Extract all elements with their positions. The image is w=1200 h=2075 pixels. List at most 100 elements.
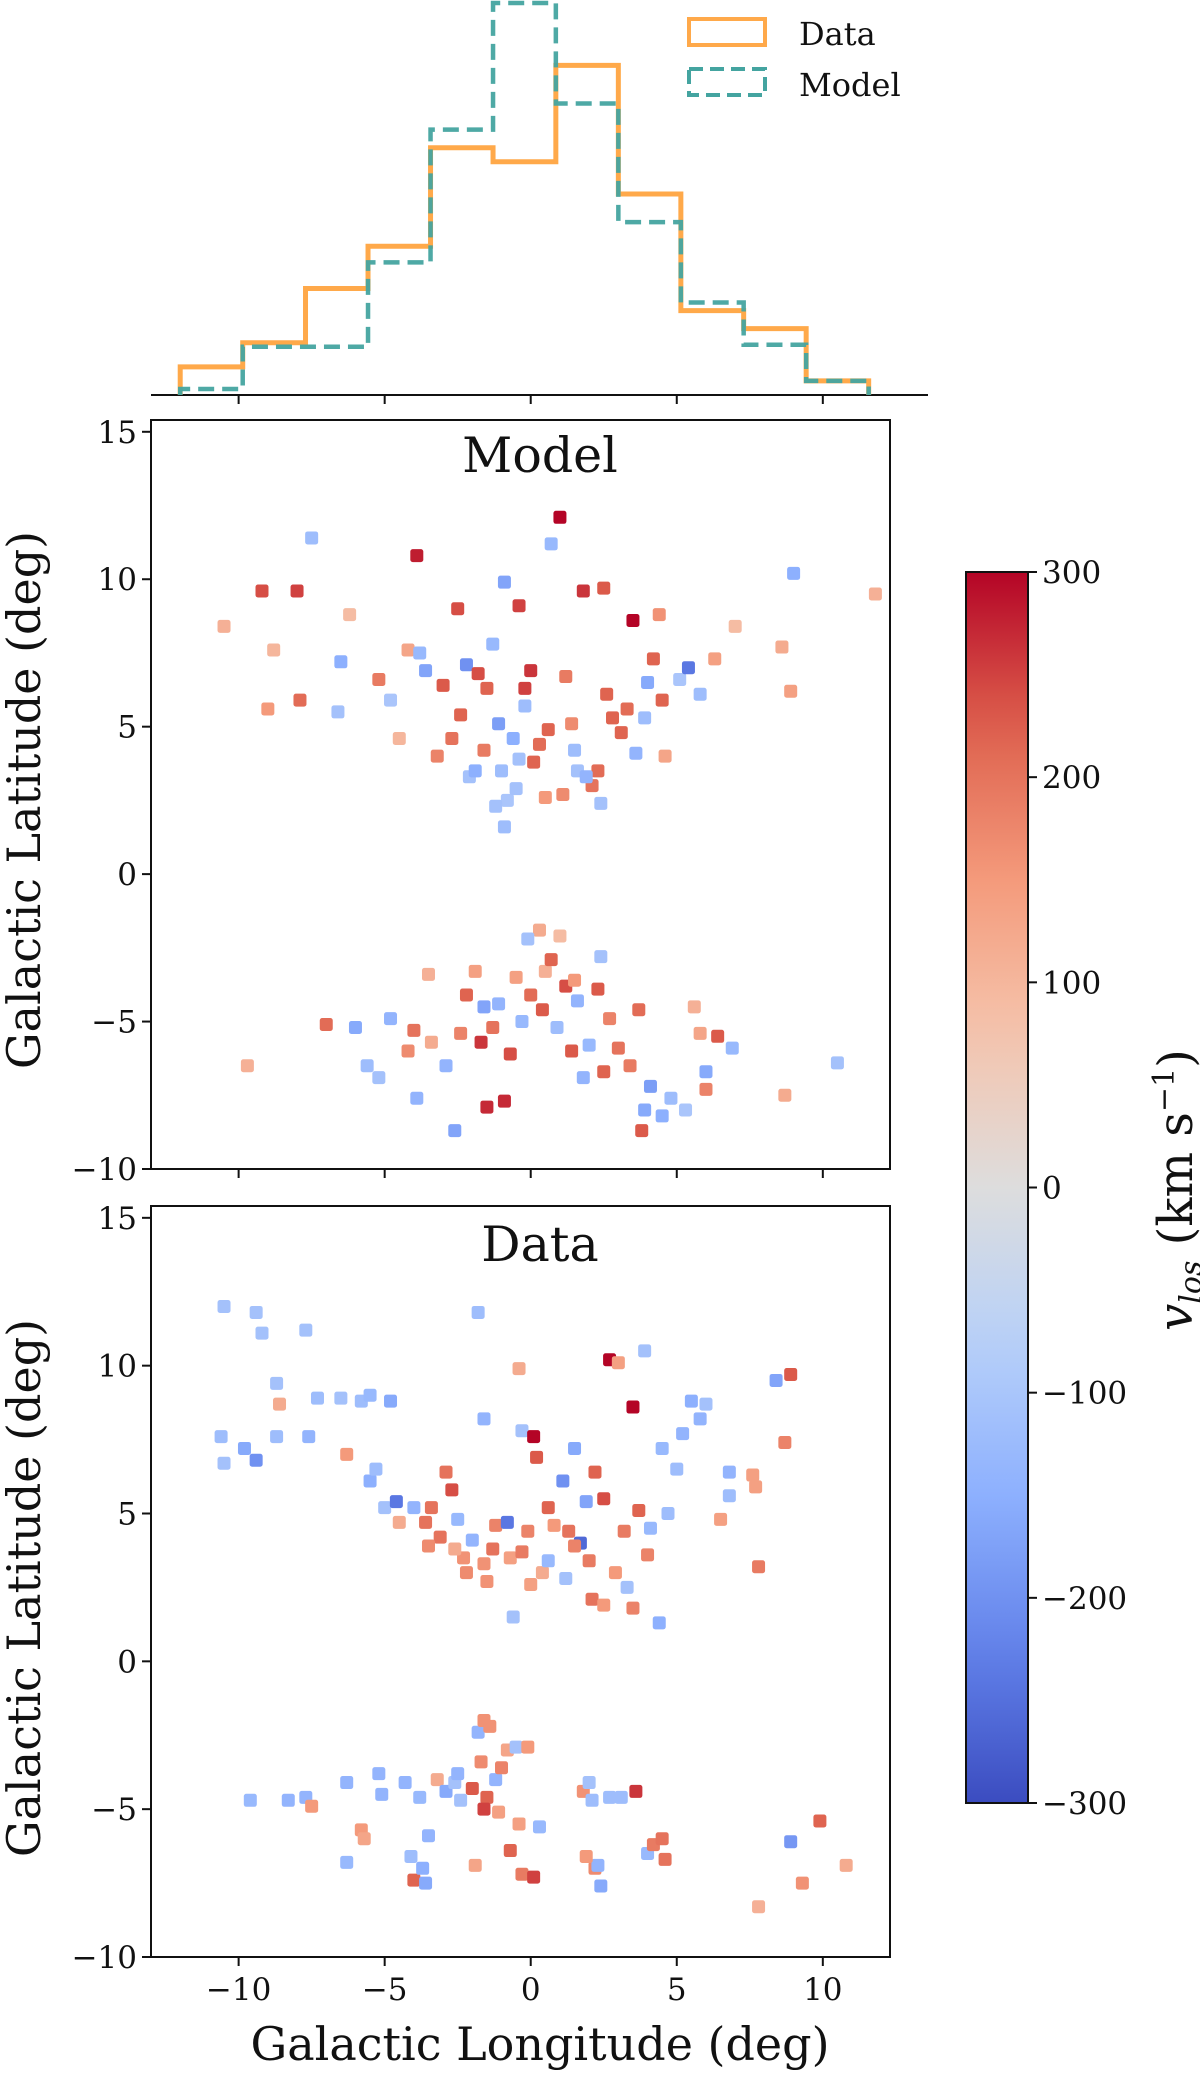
- scatter-point: [538, 964, 552, 978]
- scatter-point: [638, 711, 652, 725]
- x-tick-label: 10: [803, 1972, 842, 2008]
- scatter-point: [500, 793, 514, 807]
- scatter-point: [635, 1124, 649, 1138]
- scatter-point: [261, 702, 275, 716]
- scatter-point: [591, 1858, 605, 1872]
- scatter-point: [255, 584, 269, 598]
- scatter-point: [629, 746, 643, 760]
- scatter-point: [699, 1082, 713, 1096]
- scatter-point: [579, 1495, 593, 1509]
- scatter-point: [643, 1521, 657, 1535]
- scatter-point: [477, 1412, 491, 1426]
- scatter-point: [585, 1592, 599, 1606]
- scatter-point: [868, 587, 882, 601]
- scatter-point: [728, 619, 742, 633]
- scatter-point: [699, 1397, 713, 1411]
- scatter-point: [217, 1456, 231, 1470]
- scatter-point: [679, 1103, 693, 1117]
- scatter-point: [643, 1079, 657, 1093]
- y-tick-label: 15: [98, 415, 137, 451]
- scatter-point: [392, 731, 406, 745]
- scatter-point: [401, 1044, 415, 1058]
- scatter-point: [492, 717, 506, 731]
- scatter-point: [310, 1391, 324, 1405]
- y-tick-label: 10: [98, 1349, 137, 1385]
- histogram-data-step: [177, 62, 872, 395]
- scatter-point: [582, 1038, 596, 1052]
- scatter-point: [646, 652, 660, 666]
- scatter-point: [369, 1462, 383, 1476]
- plot-frame: [150, 419, 891, 1170]
- scatter-point: [544, 537, 558, 551]
- scatter-point: [503, 1047, 517, 1061]
- scatter-point: [795, 1876, 809, 1890]
- y-tick-label: −10: [72, 1152, 137, 1188]
- scatter-point: [603, 1012, 617, 1026]
- y-tick-label: 10: [98, 562, 137, 598]
- colorbar-tick-label: −200: [1042, 1581, 1127, 1617]
- scatter-point: [693, 1026, 707, 1040]
- scatter-point: [416, 1861, 430, 1875]
- x-tick-label: 5: [667, 1972, 687, 2008]
- x-tick-label: 0: [521, 1972, 541, 2008]
- vlos-colorbar: −300 −200 −100 0 100 200 300: [965, 555, 1127, 1822]
- scatter-point: [559, 670, 573, 684]
- scatter-point: [512, 1817, 526, 1831]
- scatter-point: [334, 655, 348, 669]
- scatter-point: [360, 1059, 374, 1073]
- scatter-point: [541, 723, 555, 737]
- colorbar-label-symbol: v: [1148, 1304, 1200, 1331]
- scatter-point: [401, 643, 415, 657]
- scatter-point: [334, 1391, 348, 1405]
- scatter-point: [579, 770, 593, 784]
- scatter-point: [629, 1784, 643, 1798]
- scatter-point: [489, 1518, 503, 1532]
- scatter-point: [655, 1832, 669, 1846]
- scatter-point: [658, 1852, 672, 1866]
- scatter-point: [497, 575, 511, 589]
- scatter-point: [451, 1512, 465, 1526]
- scatter-point: [521, 1740, 535, 1754]
- scatter-point: [623, 1059, 637, 1073]
- scatter-point: [217, 1300, 231, 1314]
- scatter-point: [340, 1447, 354, 1461]
- scatter-point: [515, 1545, 529, 1559]
- scatter-point: [787, 566, 801, 580]
- scatter-point: [658, 749, 672, 763]
- scatter-point: [784, 1835, 798, 1849]
- scatter-point: [722, 1465, 736, 1479]
- colorbar-tick-label: −300: [1042, 1786, 1127, 1822]
- scatter-point: [424, 1035, 438, 1049]
- scatter-point: [544, 953, 558, 967]
- data-y-axis-label: Galactic Latitude (deg): [0, 1319, 51, 1857]
- scatter-point: [655, 1109, 669, 1123]
- scatter-point: [611, 1356, 625, 1370]
- scatter-point: [620, 1580, 634, 1594]
- scatter-point: [582, 1554, 596, 1568]
- scatter-point: [722, 1489, 736, 1503]
- colorbar-tick-label: 0: [1042, 1171, 1062, 1207]
- scatter-point: [439, 1465, 453, 1479]
- scatter-point: [527, 755, 541, 769]
- y-tick-label: −5: [91, 1792, 137, 1828]
- colorbar-label: vlos (km s−1): [1147, 1049, 1200, 1331]
- model-y-axis-label: Galactic Latitude (deg): [0, 531, 51, 1069]
- scatter-point: [541, 1554, 555, 1568]
- scatter-point: [492, 1805, 506, 1819]
- scatter-point: [384, 1394, 398, 1408]
- scatter-point: [676, 1427, 690, 1441]
- scatter-point: [638, 1344, 652, 1358]
- scatter-point: [532, 737, 546, 751]
- colorbar-tick-label: 300: [1042, 555, 1101, 591]
- scatter-point: [384, 693, 398, 707]
- scatter-point: [778, 1088, 792, 1102]
- scatter-point: [404, 1849, 418, 1863]
- scatter-point: [518, 699, 532, 713]
- scatter-point: [626, 614, 640, 628]
- scatter-point: [830, 1056, 844, 1070]
- scatter-point: [451, 602, 465, 616]
- scatter-point: [451, 1767, 465, 1781]
- scatter-point: [568, 743, 582, 757]
- scatter-point: [331, 705, 345, 719]
- scatter-point: [556, 1474, 570, 1488]
